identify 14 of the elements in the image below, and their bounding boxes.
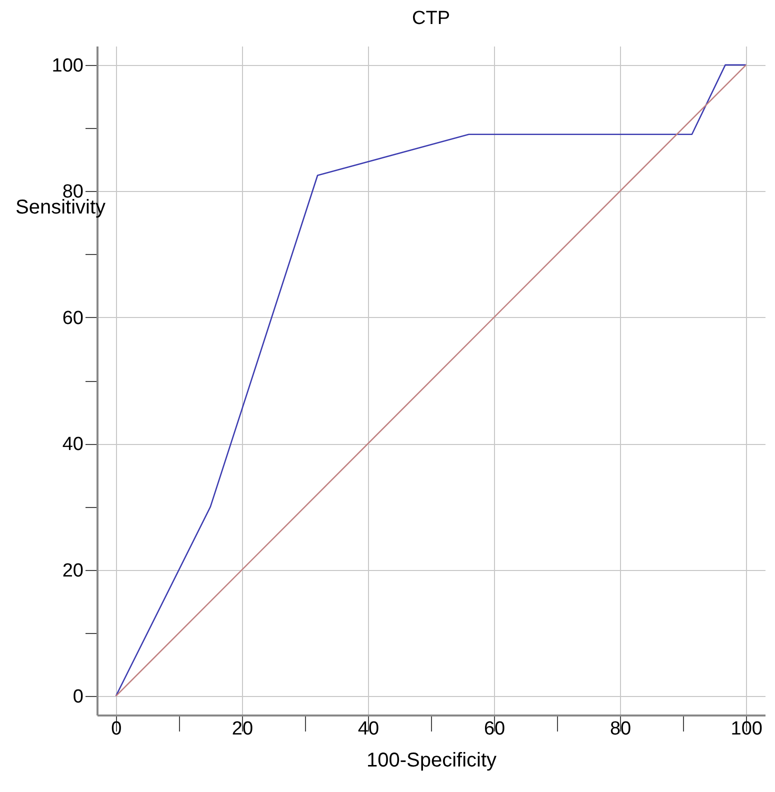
- x-tick-label: 20: [232, 718, 254, 740]
- x-tick-label: 60: [484, 718, 506, 740]
- line-series: [115, 64, 747, 697]
- y-tick-label: 100: [52, 55, 84, 76]
- x-tick-label: 40: [358, 718, 380, 740]
- x-tick-label: 80: [610, 718, 632, 740]
- x-axis-title: 100-Specificity: [366, 750, 497, 772]
- y-tick-label: 0: [72, 686, 84, 708]
- chart-title: CTP: [412, 8, 450, 29]
- x-tick-label: 0: [111, 718, 122, 740]
- x-tick-label: 100: [730, 718, 762, 740]
- y-tick-label: 60: [62, 308, 84, 329]
- y-tick-label: 20: [62, 560, 84, 582]
- y-tick-label: 40: [62, 434, 84, 456]
